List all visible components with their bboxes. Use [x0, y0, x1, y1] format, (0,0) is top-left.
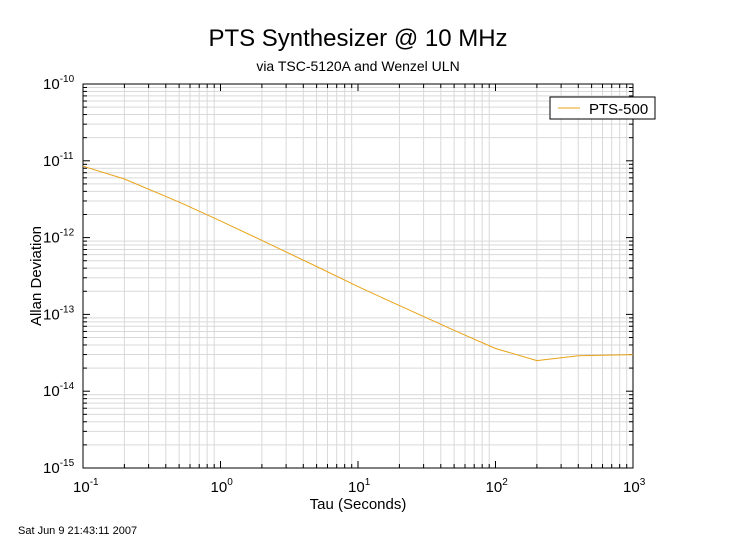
series-line-pts-500 — [82, 165, 634, 362]
x-tick-labels: 10-1 100 101 102 103 — [73, 477, 646, 496]
x-tick-label: 102 — [486, 477, 509, 496]
x-tick-label: 103 — [623, 477, 646, 496]
y-tick-label: 10-13 — [43, 304, 75, 323]
y-tick-label: 10-11 — [43, 151, 74, 170]
grid-lines — [83, 84, 633, 468]
chart-title: PTS Synthesizer @ 10 MHz — [208, 25, 507, 52]
y-tick-label: 10-14 — [43, 381, 75, 400]
y-tick-label: 10-10 — [43, 74, 75, 93]
tick-marks — [82, 84, 633, 469]
x-tick-label: 101 — [348, 477, 371, 496]
y-tick-label: 10-15 — [43, 458, 75, 477]
x-tick-label: 10-1 — [73, 477, 99, 496]
y-tick-label: 10-12 — [43, 228, 75, 247]
x-axis-label: Tau (Seconds) — [310, 496, 407, 513]
legend: PTS-500 — [549, 96, 656, 120]
x-tick-label: 100 — [211, 477, 234, 496]
y-tick-labels: 10-15 10-14 10-13 10-12 10-11 10-10 — [43, 74, 75, 477]
legend-box — [549, 96, 656, 120]
legend-label-pts-500: PTS-500 — [589, 101, 648, 118]
y-axis-label: Allan Deviation — [28, 226, 45, 326]
timestamp: Sat Jun 9 21:43:11 2007 — [18, 525, 137, 537]
chart-subtitle: via TSC-5120A and Wenzel ULN — [256, 58, 459, 74]
